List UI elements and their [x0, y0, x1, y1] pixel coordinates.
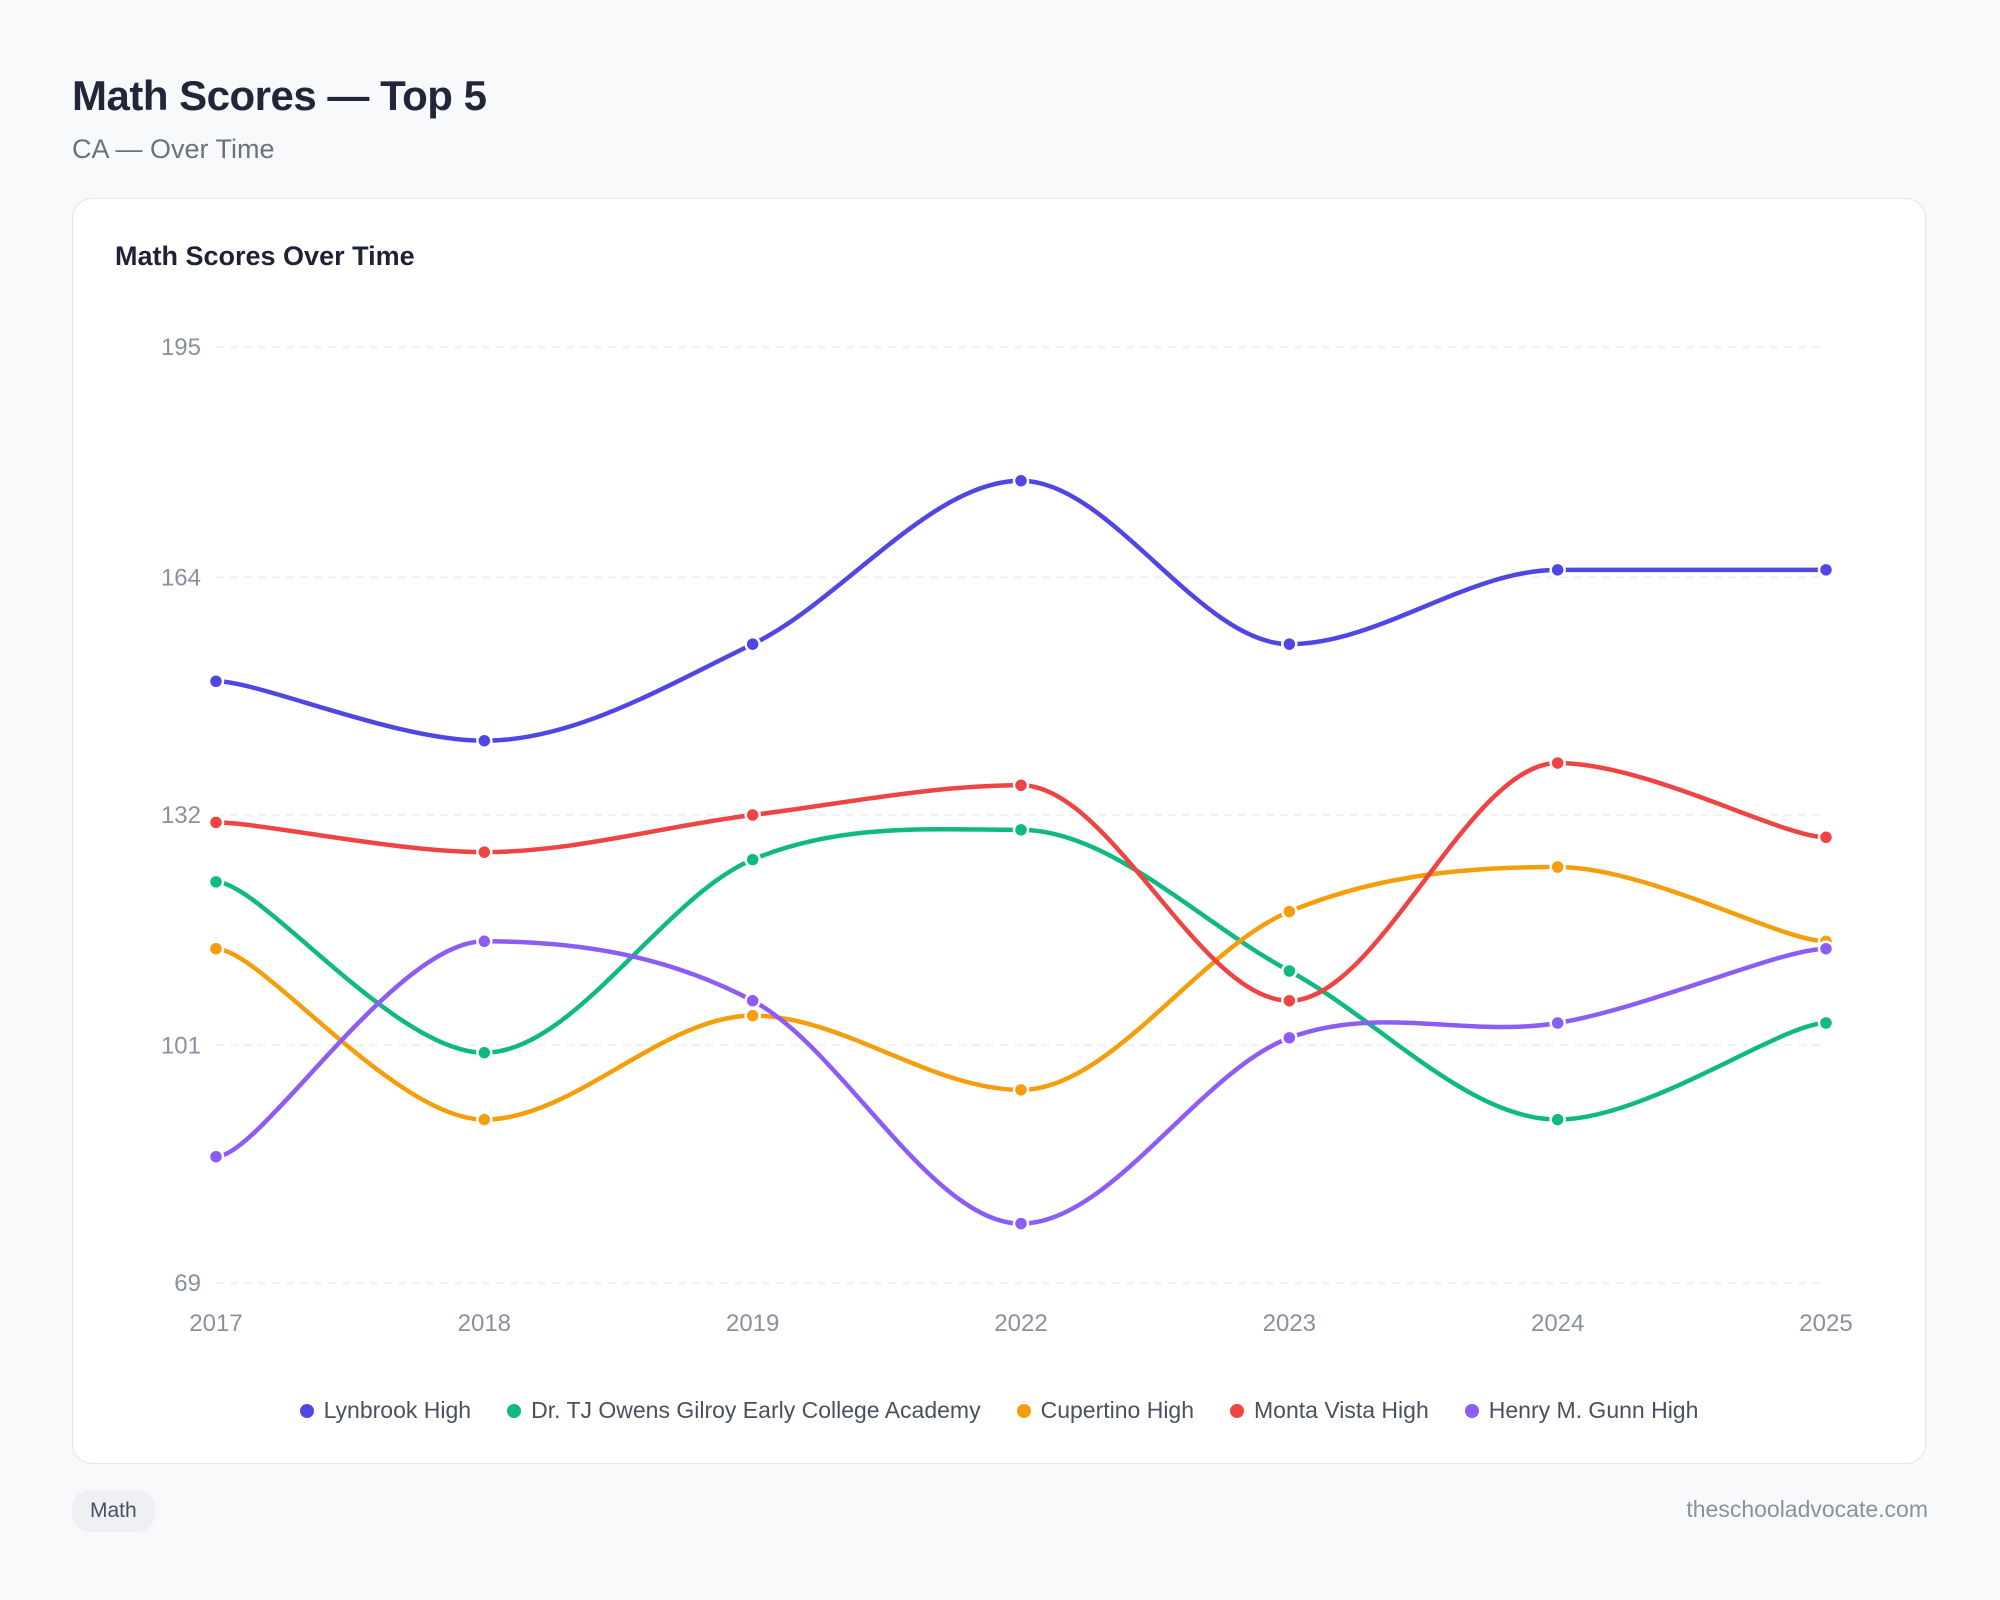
- legend-swatch: [1230, 1403, 1245, 1418]
- legend-label: Monta Vista High: [1254, 1397, 1429, 1423]
- data-point: [744, 992, 761, 1009]
- data-point: [207, 940, 225, 957]
- legend-label: Dr. TJ Owens Gilroy Early College Academ…: [531, 1397, 981, 1423]
- data-point: [476, 732, 493, 749]
- series-3: [207, 858, 1835, 1128]
- chart-card: Math Scores Over Time 69 101 132 164 195 2017…: [72, 198, 1926, 1464]
- data-point: [744, 1007, 761, 1024]
- legend-swatch: [507, 1403, 522, 1418]
- x-tick-label: 2017: [189, 1310, 242, 1337]
- series-1: [207, 472, 1835, 749]
- legend-label: Lynbrook High: [323, 1397, 472, 1423]
- x-tick-label: 2025: [1799, 1310, 1852, 1337]
- y-tick-label: 132: [161, 802, 201, 829]
- legend-swatch: [299, 1403, 314, 1418]
- subject-tag: Math: [72, 1490, 155, 1532]
- legend-label: Henry M. Gunn High: [1488, 1397, 1699, 1423]
- legend-item: Cupertino High: [1016, 1397, 1195, 1424]
- series-line: [213, 827, 1829, 1122]
- legend-swatch: [1016, 1403, 1031, 1418]
- data-point: [1012, 821, 1030, 839]
- data-point: [1281, 635, 1298, 653]
- series-4: [207, 754, 1835, 1009]
- data-point: [207, 814, 225, 831]
- data-point: [476, 1044, 493, 1061]
- legend-swatch: [1464, 1403, 1479, 1418]
- data-point: [1549, 858, 1566, 876]
- data-point: [744, 851, 761, 868]
- site-credit: theschooladvocate.com: [1686, 1496, 1928, 1522]
- legend-item: Henry M. Gunn High: [1464, 1397, 1699, 1424]
- y-tick-label: 195: [161, 334, 201, 361]
- x-tick-label: 2023: [1263, 1310, 1316, 1337]
- data-point: [476, 1111, 493, 1128]
- page-title: Math Scores — Top 5: [72, 72, 487, 119]
- data-point: [1549, 1111, 1566, 1128]
- data-point: [207, 1148, 225, 1165]
- data-point: [476, 843, 493, 861]
- y-tick-label: 69: [174, 1270, 201, 1297]
- chart-legend: Lynbrook High Dr. TJ Owens Gilroy Early C…: [73, 1397, 1925, 1424]
- x-tick-label: 2018: [458, 1310, 511, 1337]
- line-chart: 69 101 132 164 195 2017 2018 2019 2022 2023 2024 20…: [161, 334, 1853, 1337]
- y-tick-label: 164: [161, 564, 201, 591]
- y-tick-label: 101: [161, 1032, 201, 1059]
- data-point: [1012, 1081, 1030, 1099]
- x-tick-label: 2022: [994, 1310, 1047, 1337]
- data-point: [1281, 903, 1298, 920]
- series-2: [207, 821, 1835, 1128]
- data-point: [476, 933, 493, 950]
- legend-item: Lynbrook High: [299, 1397, 472, 1424]
- data-point: [1281, 992, 1298, 1009]
- data-point: [1012, 1215, 1030, 1232]
- data-point: [1281, 962, 1298, 980]
- chart-title: Math Scores Over Time: [115, 241, 415, 271]
- data-point: [1281, 1029, 1298, 1047]
- data-point: [1549, 561, 1566, 579]
- legend-item: Monta Vista High: [1230, 1397, 1429, 1424]
- series-5: [207, 933, 1835, 1232]
- x-tick-label: 2024: [1531, 1310, 1584, 1337]
- data-point: [1012, 472, 1030, 489]
- data-point: [1817, 1014, 1835, 1032]
- series-line: [213, 760, 1829, 1003]
- data-point: [1549, 1014, 1566, 1032]
- data-point: [744, 806, 761, 824]
- data-point: [207, 873, 225, 891]
- x-tick-label: 2019: [726, 1310, 779, 1337]
- data-point: [1549, 754, 1566, 772]
- legend-label: Cupertino High: [1040, 1397, 1195, 1423]
- data-point: [1012, 777, 1030, 794]
- data-point: [744, 635, 761, 653]
- data-point: [207, 673, 225, 690]
- data-point: [1817, 940, 1835, 957]
- page-subtitle: CA — Over Time: [72, 134, 275, 164]
- legend-item: Dr. TJ Owens Gilroy Early College Academ…: [507, 1397, 981, 1424]
- data-point: [1817, 561, 1835, 579]
- series-line: [213, 478, 1829, 743]
- data-point: [1817, 829, 1835, 846]
